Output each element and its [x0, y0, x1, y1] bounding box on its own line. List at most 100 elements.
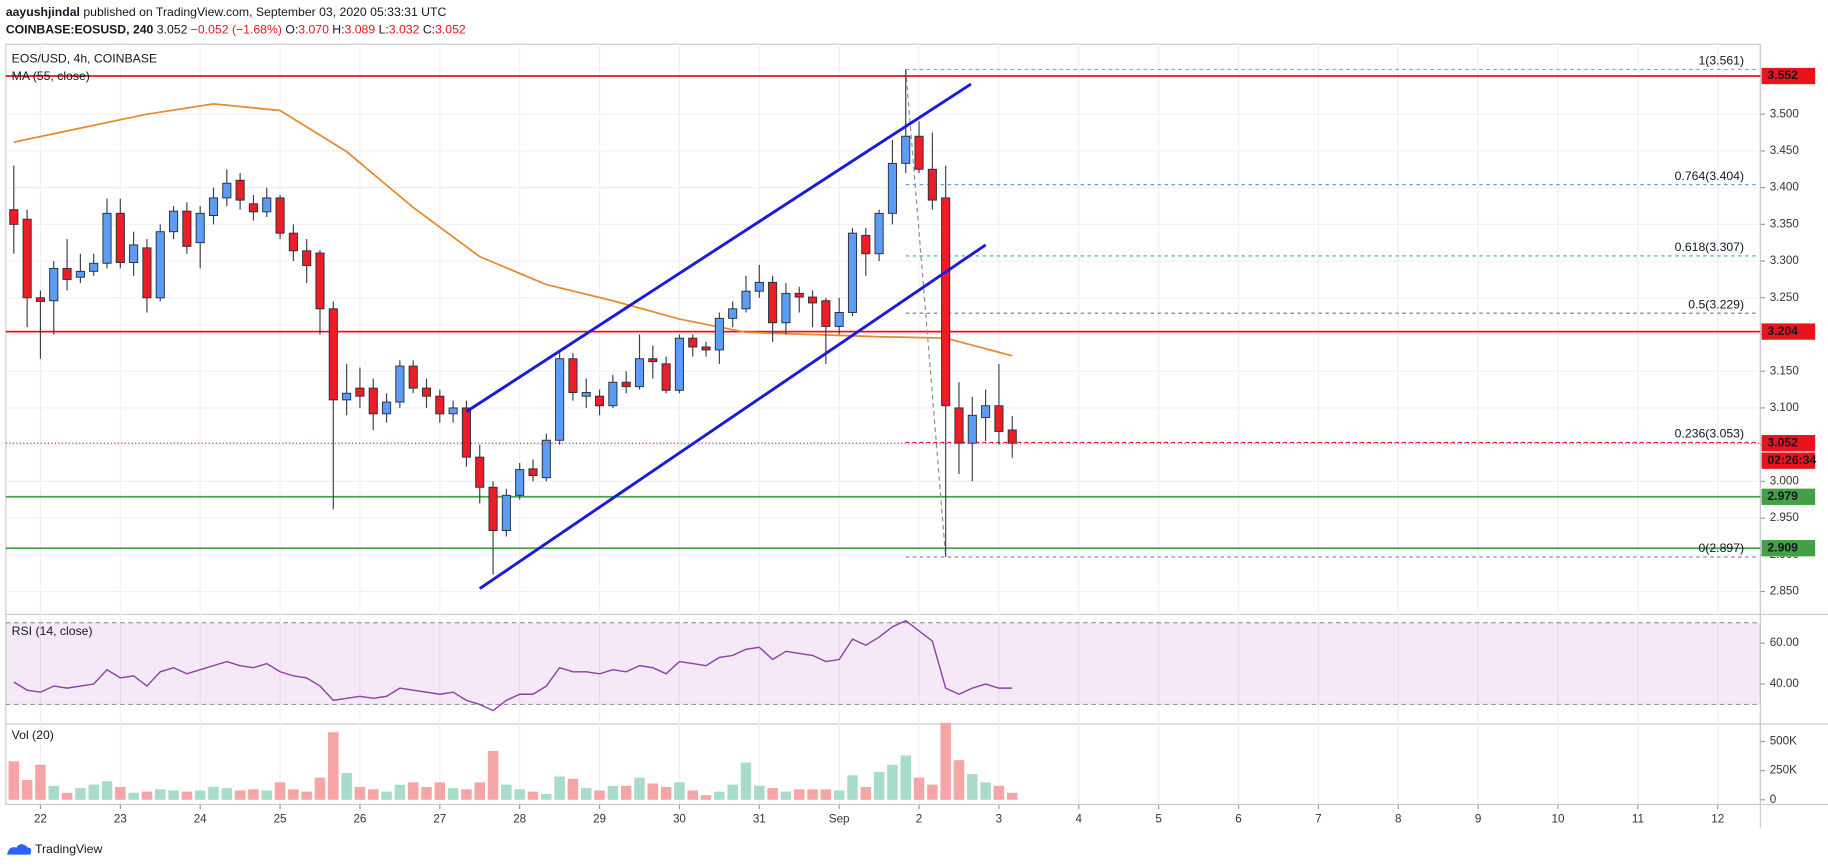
y-tick-label: 40.00 — [1770, 677, 1800, 690]
candle-body — [75, 270, 85, 278]
last-price: 3.052 — [157, 23, 188, 37]
ohlc-key: H: — [332, 23, 344, 37]
x-tick-label: 12 — [1711, 813, 1724, 826]
volume-bar — [647, 783, 659, 800]
candle-body — [142, 247, 152, 299]
footer-logo[interactable]: TradingView — [35, 842, 102, 856]
volume-bar — [953, 760, 965, 800]
candle-body — [315, 252, 325, 310]
candle-body — [515, 469, 525, 496]
candle-body — [355, 387, 365, 397]
x-tick-label: 11 — [1632, 813, 1644, 826]
x-tick-label: 5 — [1155, 813, 1161, 826]
volume-bar — [248, 789, 259, 800]
volume-bar — [541, 793, 552, 800]
hline-label-bg — [1761, 67, 1816, 85]
ohlc-value: 3.089 — [345, 23, 376, 37]
candle-body — [661, 363, 671, 391]
volume-bar — [421, 786, 432, 800]
volume-bar — [514, 789, 525, 800]
volume-bar — [101, 781, 113, 800]
candle-body — [901, 135, 911, 164]
candle-body — [395, 365, 405, 403]
volume-bar — [594, 790, 605, 800]
candle-body — [874, 212, 884, 255]
volume-bar — [714, 791, 725, 800]
volume-bar — [833, 790, 845, 800]
y-tick-label: 60.00 — [1770, 636, 1800, 649]
volume-bar — [301, 791, 312, 800]
candle-body — [954, 407, 964, 444]
volume-bar — [674, 782, 685, 800]
candle-body — [967, 414, 977, 444]
volume-bar — [181, 791, 193, 800]
volume-bar — [115, 786, 126, 800]
candle-body — [941, 197, 951, 407]
ohlc-value: 3.070 — [298, 23, 329, 37]
candle-body — [169, 210, 179, 233]
volume-bar — [1006, 792, 1018, 800]
candle-body — [222, 182, 232, 199]
volume-bar — [434, 782, 446, 800]
candle-body — [328, 308, 338, 401]
candle-body — [634, 358, 645, 388]
volume-bar — [700, 795, 712, 800]
volume-bar — [767, 788, 778, 800]
candle-body — [528, 468, 538, 476]
x-tick-label: 10 — [1552, 813, 1565, 826]
hline-label: 2.909 — [1767, 540, 1798, 554]
current-price-label-bg — [1761, 435, 1816, 452]
rsi-line — [13, 619, 1013, 712]
fib-label: 0.236(3.053) — [1675, 427, 1744, 441]
published: published on TradingView.com, September … — [83, 5, 446, 19]
y-tick-label: 3.400 — [1770, 181, 1800, 194]
volume-bar — [993, 785, 1005, 800]
y-tick-label: 2.850 — [1770, 585, 1800, 598]
fib-label: 0.5(3.229) — [1688, 297, 1744, 311]
candle-body — [35, 297, 45, 302]
candle-body — [288, 232, 298, 252]
volume-bar — [687, 790, 698, 800]
volume-bar — [900, 755, 911, 800]
candle-body — [208, 197, 219, 217]
candle-body — [887, 162, 897, 214]
fib-label: 1(3.561) — [1698, 53, 1744, 67]
volume-bar — [501, 784, 512, 800]
candle-body — [794, 292, 804, 298]
candle-body — [754, 281, 764, 292]
x-tick-label: 24 — [194, 813, 207, 826]
candle-body — [648, 358, 658, 363]
x-tick-label: 2 — [916, 813, 922, 826]
volume-bar — [740, 762, 752, 800]
candle-body — [408, 365, 418, 389]
candle-body — [448, 407, 458, 415]
candle-body — [501, 494, 511, 532]
volume-bar — [35, 764, 46, 800]
candle-body — [302, 250, 312, 266]
ohlc-value: 3.032 — [389, 23, 420, 37]
volume-legend: Vol (20) — [12, 728, 54, 742]
x-tick-label: 9 — [1475, 813, 1481, 826]
hline-label-bg — [1761, 488, 1816, 505]
volume-bar — [128, 792, 139, 800]
candle-body — [834, 312, 844, 327]
candle-body — [994, 405, 1004, 432]
candle-body — [115, 212, 125, 264]
volume-bar — [447, 788, 459, 800]
candle-body — [808, 296, 818, 304]
volume-bar — [527, 791, 539, 800]
candle-body — [927, 168, 937, 201]
volume-bar — [407, 782, 419, 800]
chart-title: EOS/USD, 4h, COINBASE — [12, 52, 157, 66]
candle-body — [22, 218, 32, 299]
candle-body — [129, 244, 139, 264]
volume-bar — [234, 790, 246, 800]
change: −0.052 (−1.68%) — [191, 23, 282, 37]
candle-body — [568, 358, 578, 393]
x-tick-label: Sep — [829, 813, 850, 826]
candle-body — [595, 395, 605, 407]
candle-body — [235, 179, 245, 201]
candle-body — [728, 308, 738, 319]
moving-average — [13, 103, 1013, 357]
